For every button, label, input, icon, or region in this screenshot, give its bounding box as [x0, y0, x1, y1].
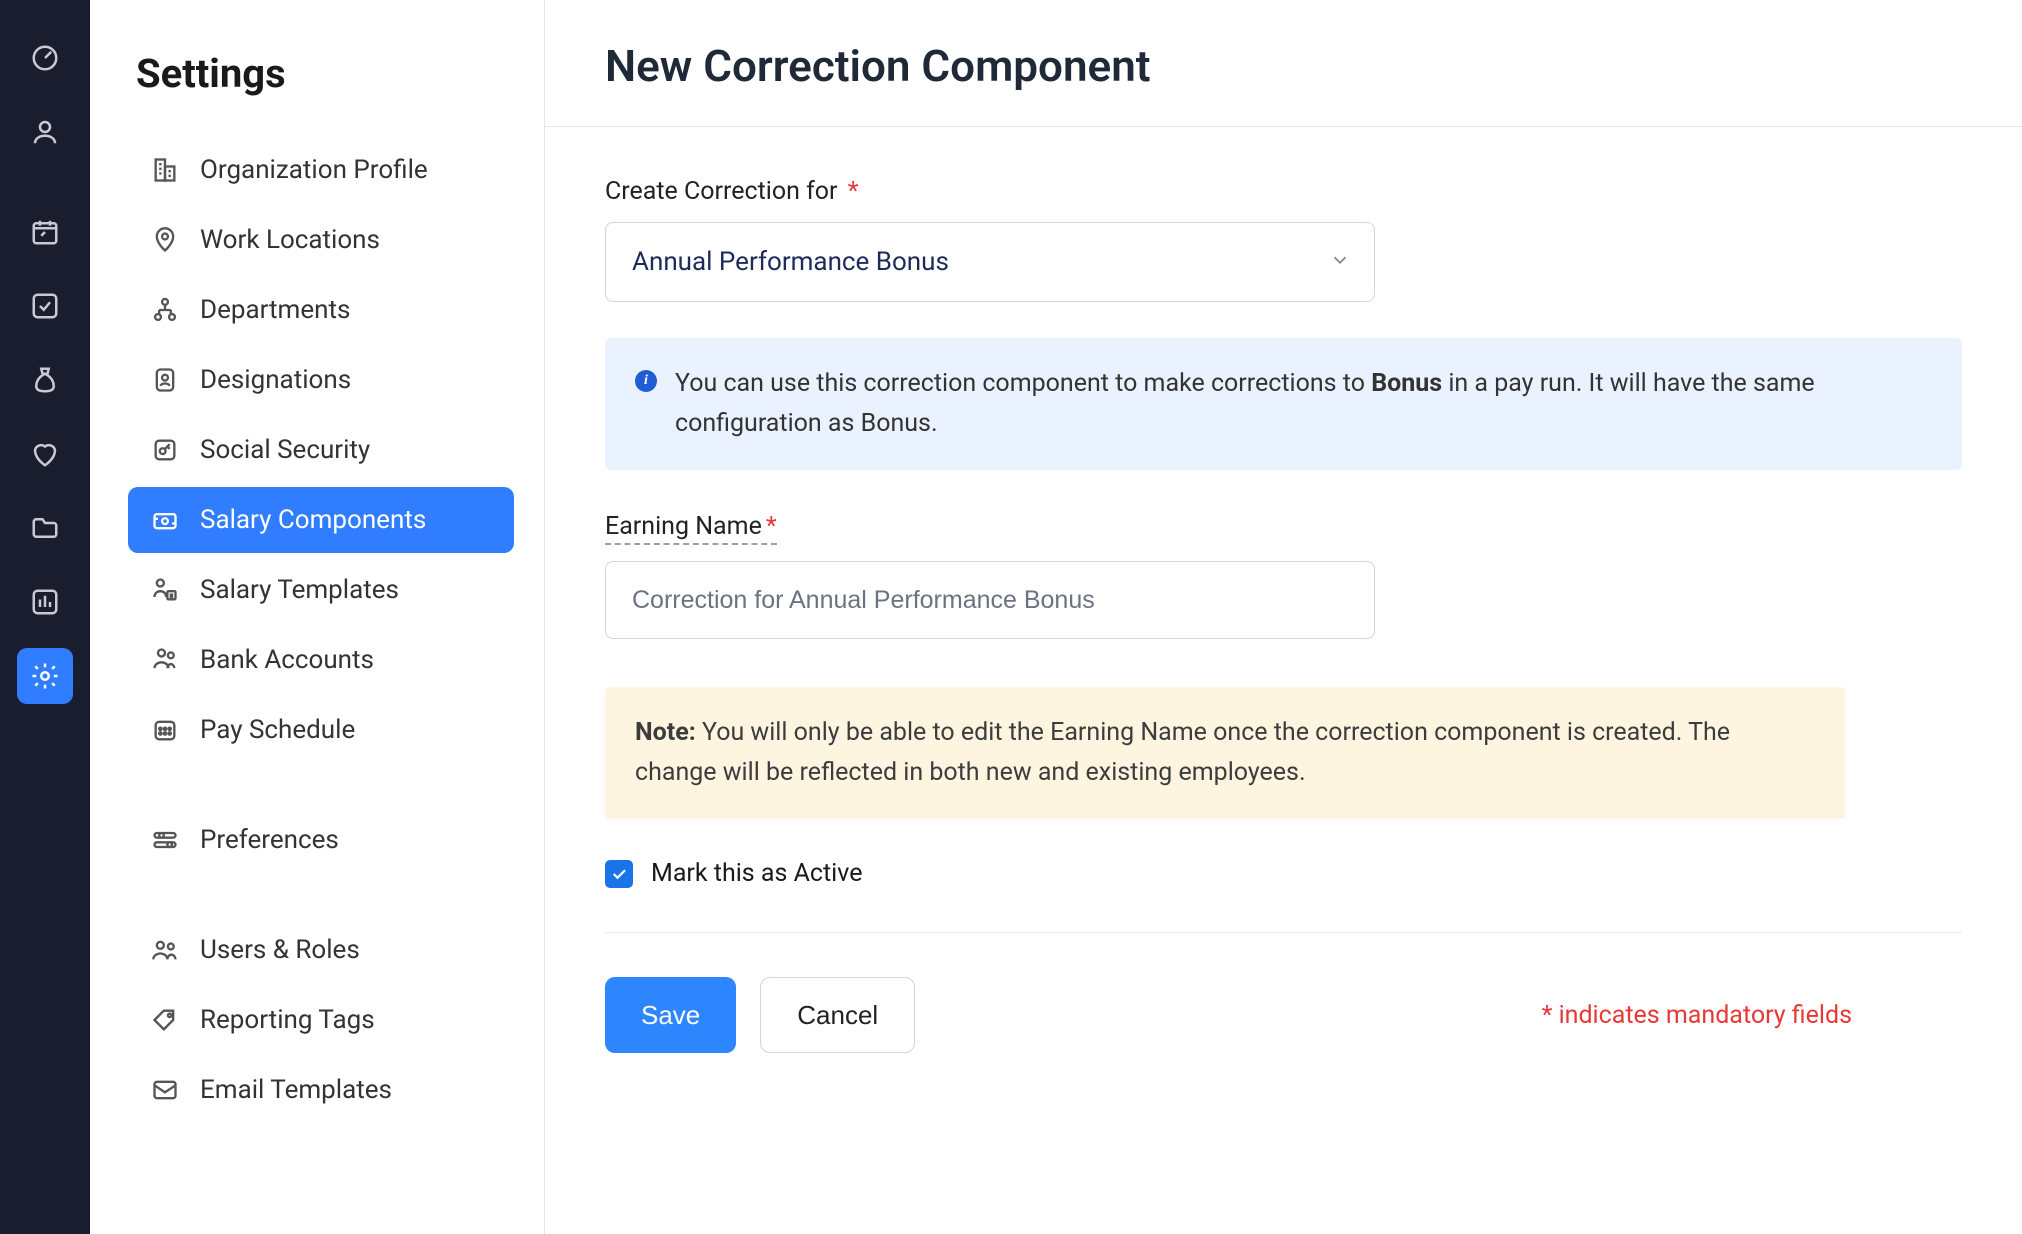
org-icon: [150, 296, 180, 324]
sidebar-item-label: Reporting Tags: [200, 1005, 375, 1035]
sidebar-item-label: Social Security: [200, 435, 370, 465]
sidebar-item-salary-components[interactable]: Salary Components: [128, 487, 514, 553]
sidebar-item-designations[interactable]: Designations: [128, 347, 514, 413]
check-square-icon: [30, 291, 60, 321]
sidebar-item-label: Users & Roles: [200, 935, 360, 965]
rail-people[interactable]: [17, 104, 73, 160]
calendar-icon: [30, 217, 60, 247]
info-icon: i: [635, 370, 657, 392]
key-icon: [150, 436, 180, 464]
note-banner: Note: You will only be able to edit the …: [605, 687, 1845, 819]
folder-icon: [30, 513, 60, 543]
rail-calendar[interactable]: [17, 204, 73, 260]
sidebar-item-users-roles[interactable]: Users & Roles: [128, 917, 514, 983]
rail-approvals[interactable]: [17, 278, 73, 334]
required-marker: *: [766, 512, 777, 541]
rail-reports[interactable]: [17, 574, 73, 630]
nav-spacer: [128, 767, 514, 807]
save-button[interactable]: Save: [605, 977, 736, 1053]
sidebar-item-reporting-tags[interactable]: Reporting Tags: [128, 987, 514, 1053]
template-icon: [150, 576, 180, 604]
nav-spacer: [128, 877, 514, 917]
tag-icon: [150, 1006, 180, 1034]
settings-sidebar: Settings Organization Profile Work Locati…: [90, 0, 545, 1234]
sidebar-item-label: Organization Profile: [200, 155, 428, 185]
sidebar-item-pay-schedule[interactable]: Pay Schedule: [128, 697, 514, 763]
mandatory-fields-note: * indicates mandatory fields: [1542, 1001, 1962, 1030]
rail-benefits[interactable]: [17, 426, 73, 482]
sliders-icon: [150, 826, 180, 854]
users-icon: [150, 936, 180, 964]
mail-icon: [150, 1076, 180, 1104]
rail-payroll[interactable]: [17, 352, 73, 408]
schedule-icon: [150, 716, 180, 744]
sidebar-item-label: Designations: [200, 365, 351, 395]
mark-active-checkbox[interactable]: [605, 860, 633, 888]
required-marker: *: [842, 177, 859, 206]
settings-title: Settings: [128, 50, 514, 97]
earning-name-label: Earning Name*: [605, 512, 777, 545]
create-correction-for-select[interactable]: Annual Performance Bonus: [605, 222, 1375, 302]
earning-name-input[interactable]: [605, 561, 1375, 639]
badge-icon: [150, 366, 180, 394]
sidebar-item-label: Email Templates: [200, 1075, 392, 1105]
sidebar-item-label: Pay Schedule: [200, 715, 355, 745]
sidebar-item-label: Salary Templates: [200, 575, 399, 605]
sidebar-item-label: Bank Accounts: [200, 645, 374, 675]
mark-active-label: Mark this as Active: [651, 859, 862, 888]
money-bag-icon: [30, 365, 60, 395]
rail-settings[interactable]: [17, 648, 73, 704]
chart-icon: [30, 587, 60, 617]
sidebar-item-label: Departments: [200, 295, 350, 325]
sidebar-item-departments[interactable]: Departments: [128, 277, 514, 343]
building-icon: [150, 156, 180, 184]
heart-icon: [30, 439, 60, 469]
sidebar-item-preferences[interactable]: Preferences: [128, 807, 514, 873]
money-icon: [150, 506, 180, 534]
sidebar-item-organization-profile[interactable]: Organization Profile: [128, 137, 514, 203]
create-correction-for-label: Create Correction for *: [605, 177, 859, 206]
page-title: New Correction Component: [605, 40, 1962, 92]
speedometer-icon: [30, 43, 60, 73]
cancel-button[interactable]: Cancel: [760, 977, 915, 1053]
bank-icon: [150, 646, 180, 674]
main-content: New Correction Component Create Correcti…: [545, 0, 2022, 1234]
icon-rail: [0, 0, 90, 1234]
rail-documents[interactable]: [17, 500, 73, 556]
sidebar-item-label: Preferences: [200, 825, 339, 855]
sidebar-item-label: Work Locations: [200, 225, 380, 255]
info-text: You can use this correction component to…: [675, 364, 1932, 444]
sidebar-item-label: Salary Components: [200, 505, 426, 535]
divider: [545, 126, 2022, 127]
person-icon: [30, 117, 60, 147]
sidebar-item-work-locations[interactable]: Work Locations: [128, 207, 514, 273]
info-banner: i You can use this correction component …: [605, 338, 1962, 470]
rail-dashboard[interactable]: [17, 30, 73, 86]
sidebar-item-social-security[interactable]: Social Security: [128, 417, 514, 483]
pin-icon: [150, 226, 180, 254]
sidebar-item-salary-templates[interactable]: Salary Templates: [128, 557, 514, 623]
gear-icon: [30, 661, 60, 691]
divider: [605, 932, 1962, 933]
sidebar-item-email-templates[interactable]: Email Templates: [128, 1057, 514, 1123]
sidebar-item-bank-accounts[interactable]: Bank Accounts: [128, 627, 514, 693]
